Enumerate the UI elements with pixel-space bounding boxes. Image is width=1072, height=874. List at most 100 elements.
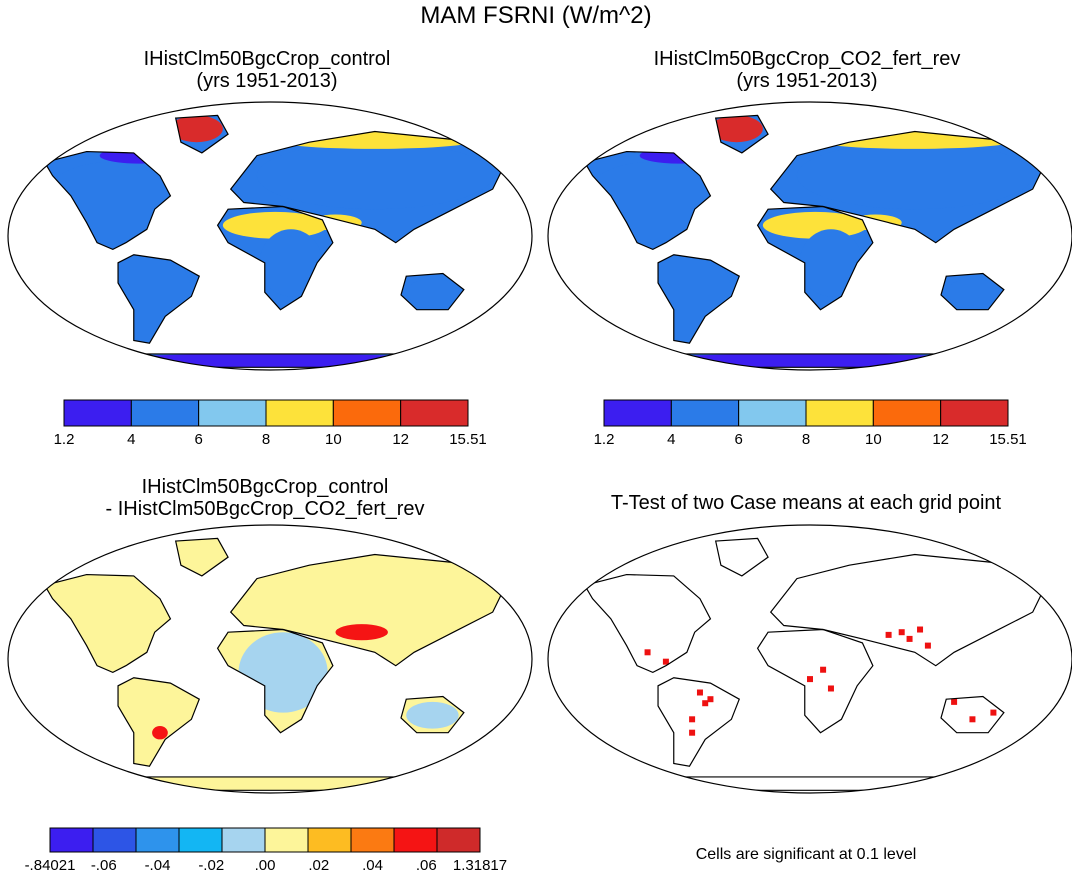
land-north-america	[584, 574, 711, 673]
value-field	[946, 278, 999, 306]
significant-cell	[917, 626, 924, 633]
colorbar-label: 1.2	[594, 431, 615, 448]
significant-cell	[820, 666, 827, 673]
significant-cell	[969, 716, 976, 723]
colorbar-box	[135, 827, 180, 853]
panel2-title: IHistClm50BgcCrop_CO2_fert_rev (yrs 1951…	[600, 48, 1014, 92]
colorbar-label: 1.31817	[453, 857, 507, 874]
coastline-greenland	[714, 537, 769, 577]
value-field	[796, 142, 1033, 210]
coastline-north-america	[583, 573, 712, 674]
coastline-eurasia	[229, 130, 507, 244]
colorbar-box	[805, 399, 874, 427]
colorbar-box	[92, 827, 137, 853]
coastline-greenland	[714, 114, 769, 154]
coastline-south-america	[657, 254, 741, 344]
panel1-title-line2: (yrs 1951-2013)	[196, 70, 338, 92]
colorbar-label: 8	[802, 431, 810, 448]
significant-cell	[702, 700, 709, 707]
coastline-south-america	[117, 677, 201, 767]
colorbar-label: 1.2	[54, 431, 75, 448]
panel1-title: IHistClm50BgcCrop_control (yrs 1951-2013…	[60, 48, 474, 92]
colorbar-label: .04	[362, 857, 383, 874]
coastline-south-america	[117, 254, 201, 344]
colorbar-box	[221, 827, 266, 853]
colorbar-box	[63, 399, 132, 427]
colorbar-box	[603, 399, 672, 427]
significant-cell	[689, 729, 696, 736]
panel3-title-line1: IHistClm50BgcCrop_control	[141, 476, 389, 498]
colorbar-box	[738, 399, 807, 427]
coastline-africa	[756, 205, 874, 311]
colorbar-box	[940, 399, 1009, 427]
colorbar-label: 6	[194, 431, 202, 448]
value-field	[406, 278, 459, 306]
land-eurasia	[770, 554, 1046, 666]
panel2-title-line1: IHistClm50BgcCrop_CO2_fert_rev	[653, 48, 961, 70]
value-field	[335, 624, 388, 641]
colorbar-box	[265, 399, 334, 427]
value-field	[256, 565, 493, 633]
land-south-america	[658, 677, 740, 767]
coastline-africa	[216, 628, 334, 734]
coastline-north-america	[43, 573, 172, 674]
value-field	[406, 701, 459, 729]
colorbar-label: 12	[932, 431, 949, 448]
significant-cell	[707, 696, 714, 703]
colorbar-label: 4	[127, 431, 135, 448]
colorbar-label: 4	[667, 431, 675, 448]
coastline-africa	[756, 628, 874, 734]
colorbar-label: -.06	[91, 857, 117, 874]
value-field	[170, 115, 223, 143]
colorbar-box	[332, 399, 402, 427]
colorbar-top-left: 1.2 4 6 8 10 12 15.51	[54, 399, 487, 448]
coastline-eurasia	[229, 553, 507, 667]
figure-title: MAM FSRNI (W/m^2)	[420, 2, 652, 29]
coastline-south-america	[657, 677, 741, 767]
map-border	[7, 101, 533, 371]
colorbar-label: .06	[416, 857, 437, 874]
colorbar-box	[130, 399, 200, 427]
colorbar-label: 6	[734, 431, 742, 448]
colorbar-box	[872, 399, 942, 427]
colorbar-box	[264, 827, 309, 853]
colorbar-label: 8	[262, 431, 270, 448]
panel1-title-line1: IHistClm50BgcCrop_control	[143, 48, 391, 70]
significant-cell	[951, 698, 958, 705]
significant-cell	[906, 635, 913, 642]
value-field	[152, 726, 168, 740]
panel2-title-line2: (yrs 1951-2013)	[736, 70, 878, 92]
colorbar-label: -.04	[145, 857, 171, 874]
significant-cell	[689, 716, 696, 723]
panel3-title: IHistClm50BgcCrop_control - IHistClm50Bg…	[40, 476, 490, 520]
significant-cell	[807, 676, 813, 683]
panel3-title-line2: - IHistClm50BgcCrop_CO2_fert_rev	[105, 498, 425, 520]
coastline-africa	[216, 205, 334, 311]
significant-cell	[924, 642, 931, 649]
colorbar-label: .02	[308, 857, 329, 874]
colorbar-label: 10	[325, 431, 342, 448]
coastline-australia	[940, 272, 1005, 311]
map-border	[547, 524, 1072, 794]
significant-cell	[898, 629, 905, 636]
colorbar-label: 15.51	[989, 431, 1027, 448]
colorbar-box	[350, 827, 395, 853]
colorbar-box	[400, 399, 469, 427]
map-panel-1	[7, 101, 533, 371]
value-field	[170, 538, 223, 566]
value-field	[710, 115, 763, 143]
map-border	[7, 524, 533, 794]
colorbar-box	[670, 399, 740, 427]
significant-cell	[990, 709, 997, 716]
coastline-eurasia	[769, 553, 1047, 667]
coastline-north-america	[43, 150, 172, 251]
significant-cell	[644, 649, 651, 656]
colorbar-box	[49, 827, 94, 853]
value-field	[259, 229, 323, 297]
colorbar-label: .00	[255, 857, 276, 874]
coastline-greenland	[174, 537, 229, 577]
panel4-title: T-Test of two Case means at each grid po…	[540, 492, 1072, 514]
significant-cell	[662, 658, 669, 665]
land-australia	[941, 696, 1004, 733]
